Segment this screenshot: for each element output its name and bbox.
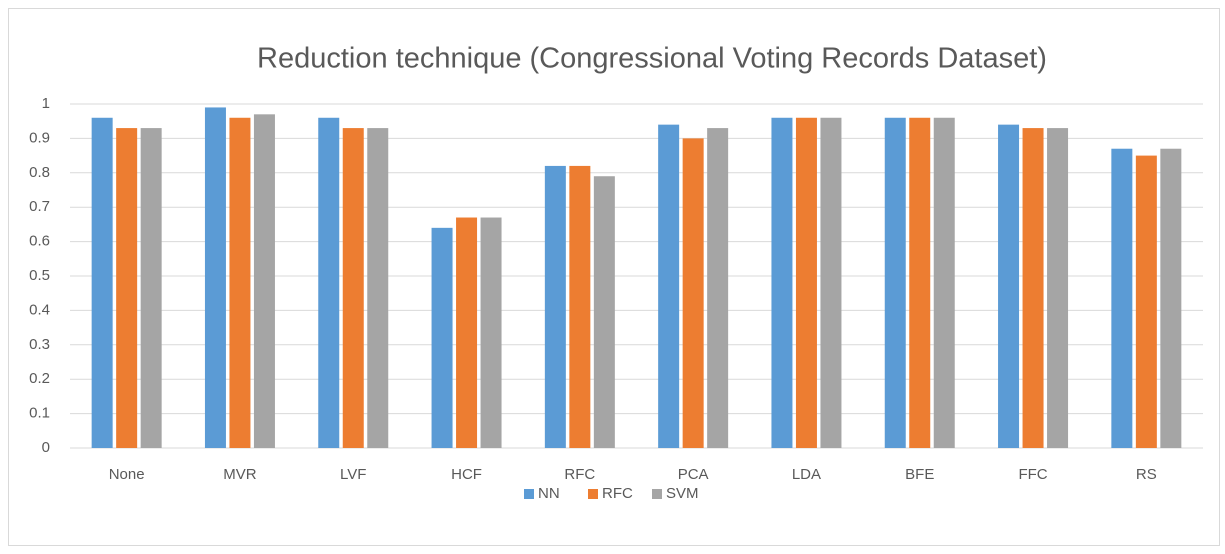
x-tick-label: LVF xyxy=(340,466,366,483)
bar xyxy=(318,117,340,448)
bar xyxy=(91,117,113,448)
bar xyxy=(884,117,906,448)
bar xyxy=(658,124,680,448)
bar xyxy=(569,165,591,449)
x-tick-label: FFC xyxy=(1018,466,1047,483)
bar xyxy=(116,128,138,448)
y-tick-label: 0.7 xyxy=(29,198,50,215)
x-tick-label: BFE xyxy=(905,466,934,483)
y-tick-label: 0.3 xyxy=(29,336,50,353)
x-tick-label: PCA xyxy=(678,466,709,483)
bar xyxy=(1111,148,1133,448)
legend-label: NN xyxy=(538,485,560,502)
bar xyxy=(593,176,615,449)
bar xyxy=(367,128,389,448)
bar xyxy=(682,138,704,448)
y-tick-label: 0 xyxy=(42,439,50,456)
bar xyxy=(544,165,566,449)
bar xyxy=(229,117,251,448)
bar xyxy=(140,128,162,448)
x-tick-label: None xyxy=(109,466,145,483)
y-tick-label: 0.5 xyxy=(29,267,50,284)
bar xyxy=(909,117,931,448)
bar xyxy=(253,114,275,448)
legend-swatch xyxy=(524,489,534,499)
bar xyxy=(456,217,478,448)
bar xyxy=(707,128,729,448)
y-tick-label: 0.1 xyxy=(29,405,50,422)
bar xyxy=(480,217,502,448)
bar xyxy=(933,117,955,448)
bar xyxy=(204,107,226,448)
bar xyxy=(1160,148,1182,448)
bar xyxy=(998,124,1020,448)
x-tick-label: LDA xyxy=(792,466,821,483)
y-tick-label: 0.4 xyxy=(29,301,50,318)
legend-swatch xyxy=(588,489,598,499)
bar xyxy=(1022,128,1044,448)
x-tick-label: RS xyxy=(1136,466,1157,483)
bar xyxy=(342,128,364,448)
x-tick-label: MVR xyxy=(223,466,257,483)
y-tick-label: 1 xyxy=(42,95,50,112)
legend-swatch xyxy=(652,489,662,499)
bar xyxy=(1047,128,1069,448)
bar xyxy=(795,117,817,448)
bar xyxy=(431,227,453,448)
y-tick-label: 0.8 xyxy=(29,164,50,181)
y-tick-label: 0.2 xyxy=(29,370,50,387)
legend-label: SVM xyxy=(666,485,699,502)
chart-title: Reduction technique (Congressional Votin… xyxy=(257,43,1047,75)
x-tick-label: HCF xyxy=(451,466,482,483)
x-tick-label: RFC xyxy=(564,466,595,483)
bar xyxy=(771,117,793,448)
legend-label: RFC xyxy=(602,485,633,502)
bar xyxy=(820,117,842,448)
y-tick-label: 0.6 xyxy=(29,233,50,250)
bar xyxy=(1135,155,1157,448)
y-tick-label: 0.9 xyxy=(29,129,50,146)
